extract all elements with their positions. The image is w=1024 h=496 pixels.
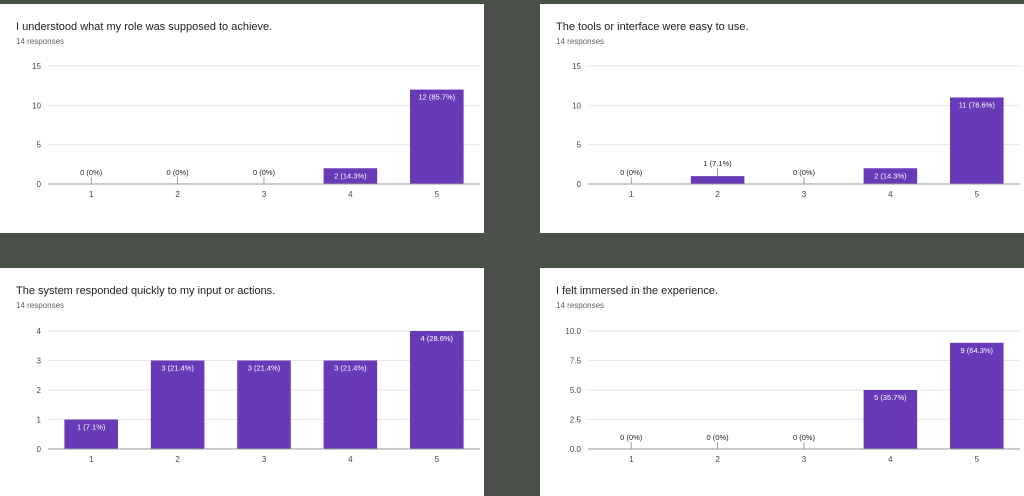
x-tick-label: 5 — [435, 455, 440, 464]
data-label: 2 (14.3%) — [874, 171, 907, 180]
response-count: 14 responses — [16, 37, 65, 46]
x-tick-label: 2 — [715, 455, 720, 464]
x-tick-label: 4 — [348, 190, 353, 199]
y-tick-label: 4 — [37, 327, 42, 336]
data-label: 0 (0%) — [167, 168, 190, 177]
bar-chart: 0 5 10 15 0 (0%) 1 1 (7.1%) 2 0 (0%) 3 2 (14.3%) 4 1… — [572, 62, 1020, 199]
x-tick-label: 3 — [262, 190, 267, 199]
chart-card-system-responsiveness: The system responded quickly to my input… — [0, 268, 484, 496]
y-tick-label: 5.0 — [570, 386, 582, 395]
bar — [690, 176, 745, 184]
response-count: 14 responses — [16, 301, 65, 310]
x-tick-label: 4 — [888, 190, 893, 199]
x-tick-label: 1 — [629, 190, 634, 199]
y-tick-label: 10.0 — [565, 327, 581, 336]
x-tick-label: 3 — [802, 455, 807, 464]
data-label: 11 (78.6%) — [959, 100, 996, 109]
y-tick-label: 15 — [572, 62, 581, 71]
x-tick-label: 5 — [975, 190, 980, 199]
x-tick-label: 5 — [435, 190, 440, 199]
bar — [237, 360, 291, 449]
x-tick-label: 2 — [175, 455, 180, 464]
y-tick-label: 2 — [37, 386, 42, 395]
bar-chart: 0 5 10 15 0 (0%) 1 0 (0%) 2 0 (0%) 3 2 (14.3%) 4 12 … — [32, 62, 480, 199]
bar — [410, 89, 464, 184]
response-count: 14 responses — [556, 301, 605, 310]
response-count: 14 responses — [556, 37, 605, 46]
bar-chart: 0 1 2 3 4 1 (7.1%) 1 3 (21.4%) 2 3 (21.4%) 3 3 (21.… — [37, 327, 480, 464]
y-tick-label: 2.5 — [570, 416, 582, 425]
data-label: 5 (35.7%) — [874, 393, 907, 402]
x-tick-label: 3 — [802, 190, 807, 199]
chart-title: The tools or interface were easy to use. — [556, 21, 749, 33]
data-label: 9 (64.3%) — [961, 346, 994, 355]
bar — [64, 419, 118, 449]
y-tick-label: 10 — [572, 101, 581, 110]
bar — [950, 342, 1004, 449]
y-tick-label: 5 — [577, 141, 582, 150]
chart-title: I felt immersed in the experience. — [556, 285, 719, 297]
data-label: 1 (7.1%) — [703, 159, 732, 168]
x-tick-label: 3 — [262, 455, 267, 464]
y-tick-label: 3 — [37, 357, 42, 366]
x-tick-label: 4 — [888, 455, 893, 464]
chart-card-role-understanding: I understood what my role was supposed t… — [0, 4, 484, 233]
bar-chart: 0.0 2.5 5.0 7.5 10.0 0 (0%) 1 0 (0%) 2 0 (0%) 3 5 (… — [565, 327, 1020, 464]
data-label: 0 (0%) — [620, 168, 643, 177]
data-label: 0 (0%) — [793, 433, 816, 442]
y-tick-label: 0 — [37, 445, 42, 454]
x-tick-label: 1 — [89, 190, 94, 199]
chart-card-immersion: I felt immersed in the experience. 14 re… — [540, 268, 1024, 496]
bar — [863, 390, 918, 449]
bar — [950, 97, 1004, 184]
bar — [323, 168, 378, 184]
bar — [863, 168, 918, 184]
x-tick-label: 5 — [975, 455, 980, 464]
bar — [323, 360, 378, 449]
data-label: 0 (0%) — [707, 433, 730, 442]
y-tick-label: 5 — [37, 141, 42, 150]
data-label: 0 (0%) — [253, 168, 276, 177]
bar — [410, 331, 464, 449]
y-tick-label: 7.5 — [570, 357, 582, 366]
x-tick-label: 1 — [89, 455, 94, 464]
x-tick-label: 2 — [715, 190, 720, 199]
x-tick-label: 2 — [175, 190, 180, 199]
y-tick-label: 1 — [37, 416, 42, 425]
data-label: 1 (7.1%) — [77, 423, 106, 432]
data-label: 12 (85.7%) — [418, 93, 455, 102]
y-tick-label: 0.0 — [570, 445, 582, 454]
data-label: 0 (0%) — [620, 433, 643, 442]
data-label: 3 (21.4%) — [334, 364, 367, 373]
chart-card-tools-ease: The tools or interface were easy to use.… — [540, 4, 1024, 233]
y-tick-label: 10 — [32, 101, 41, 110]
data-label: 0 (0%) — [80, 168, 103, 177]
data-label: 3 (21.4%) — [161, 364, 194, 373]
x-tick-label: 4 — [348, 455, 353, 464]
data-label: 2 (14.3%) — [334, 171, 367, 180]
data-label: 0 (0%) — [793, 168, 816, 177]
chart-title: I understood what my role was supposed t… — [16, 21, 273, 33]
chart-title: The system responded quickly to my input… — [16, 285, 276, 297]
y-tick-label: 15 — [32, 62, 41, 71]
data-label: 3 (21.4%) — [248, 364, 281, 373]
data-label: 4 (28.6%) — [421, 334, 454, 343]
x-tick-label: 1 — [629, 455, 634, 464]
y-tick-label: 0 — [37, 180, 42, 189]
bar — [150, 360, 205, 449]
y-tick-label: 0 — [577, 180, 582, 189]
